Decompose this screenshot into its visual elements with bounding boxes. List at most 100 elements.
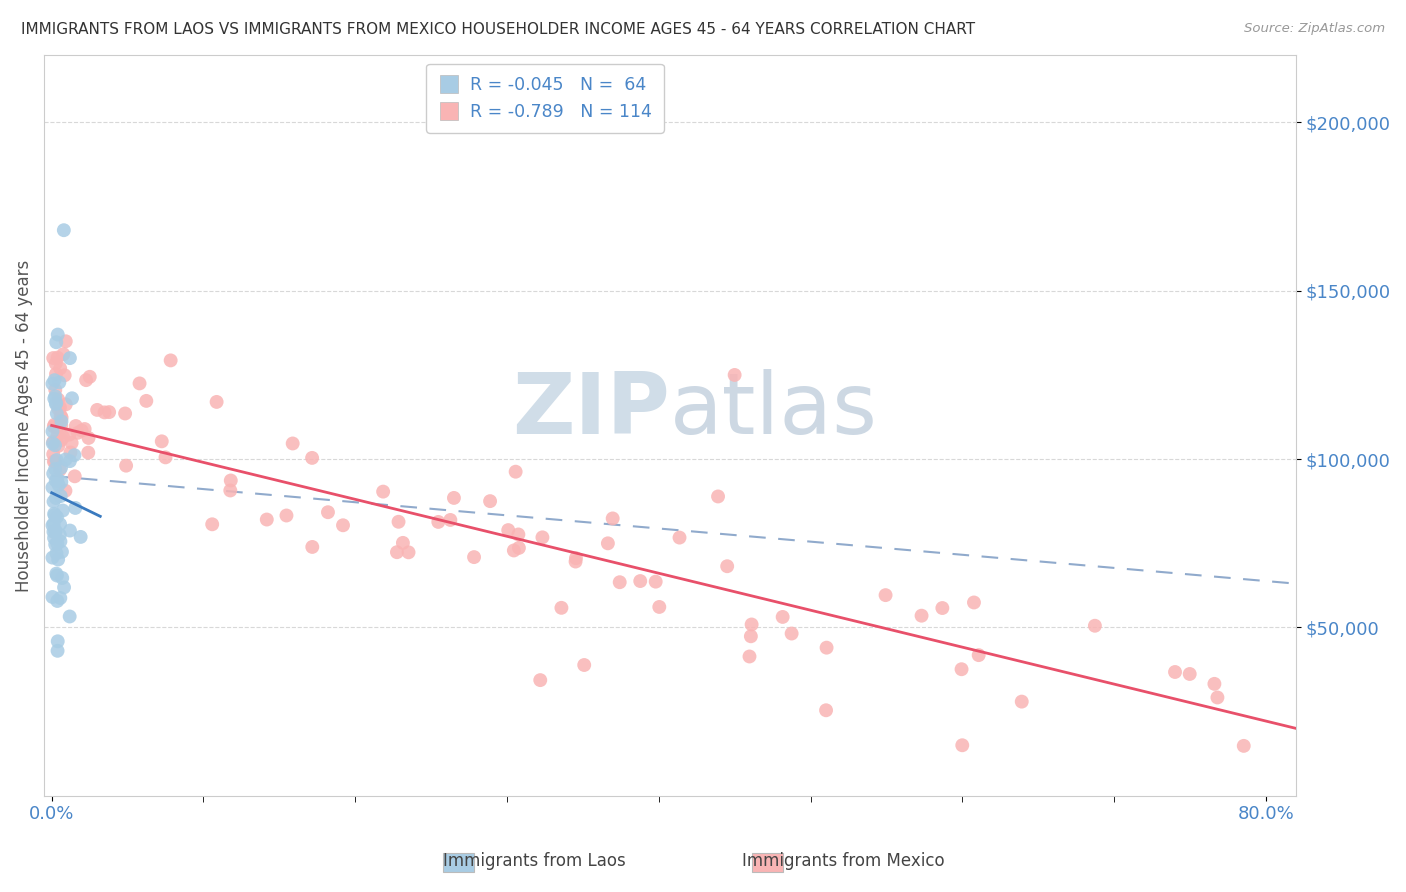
- Point: [276, 508, 298, 523]
- Point: [1178, 667, 1201, 681]
- Point: [815, 703, 838, 717]
- Point: [41, 425, 63, 439]
- Point: [201, 517, 224, 532]
- Point: [479, 494, 502, 508]
- Text: atlas: atlas: [671, 369, 879, 452]
- Point: [443, 491, 465, 505]
- Point: [59, 445, 82, 459]
- Point: [875, 588, 897, 602]
- Point: [45, 396, 67, 410]
- Point: [41, 550, 63, 565]
- Point: [385, 545, 408, 559]
- Point: [44, 389, 66, 403]
- Point: [41, 376, 63, 391]
- Point: [44, 508, 66, 523]
- Point: [42, 516, 65, 531]
- Point: [73, 422, 96, 436]
- Point: [574, 658, 596, 673]
- Point: [49, 591, 72, 605]
- Point: [42, 467, 65, 481]
- Point: [1204, 677, 1226, 691]
- Point: [98, 405, 121, 419]
- Point: [609, 575, 631, 590]
- Point: [42, 531, 65, 545]
- Point: [69, 530, 91, 544]
- Y-axis label: Householder Income Ages 45 - 64 years: Householder Income Ages 45 - 64 years: [15, 260, 32, 591]
- Point: [63, 448, 86, 462]
- Text: Immigrants from Laos: Immigrants from Laos: [443, 852, 626, 870]
- Point: [496, 523, 519, 537]
- Point: [159, 353, 181, 368]
- Point: [387, 515, 409, 529]
- Point: [42, 351, 65, 365]
- Point: [723, 368, 745, 382]
- Point: [46, 327, 69, 342]
- Text: Immigrants from Mexico: Immigrants from Mexico: [742, 852, 945, 870]
- Point: [49, 361, 72, 376]
- Point: [49, 534, 72, 549]
- Point: [531, 530, 554, 544]
- Point: [373, 484, 395, 499]
- Point: [780, 626, 803, 640]
- Point: [52, 503, 75, 517]
- Point: [740, 629, 762, 643]
- Point: [219, 474, 242, 488]
- Point: [59, 609, 82, 624]
- Point: [281, 436, 304, 450]
- Point: [668, 531, 690, 545]
- Point: [45, 367, 67, 381]
- Point: [950, 738, 973, 752]
- Point: [44, 507, 66, 521]
- Point: [508, 527, 530, 541]
- Point: [58, 427, 80, 442]
- Point: [46, 510, 69, 524]
- Point: [45, 420, 67, 434]
- Point: [49, 528, 72, 542]
- Point: [135, 393, 157, 408]
- Point: [772, 610, 794, 624]
- Point: [502, 543, 524, 558]
- Point: [52, 430, 75, 444]
- Point: [550, 600, 572, 615]
- Point: [205, 395, 228, 409]
- Point: [46, 429, 69, 443]
- Point: [66, 425, 89, 440]
- Point: [648, 599, 671, 614]
- Point: [219, 483, 242, 498]
- Point: [707, 490, 730, 504]
- Point: [53, 368, 76, 383]
- Point: [51, 410, 73, 425]
- Point: [427, 515, 450, 529]
- Point: [45, 335, 67, 350]
- Point: [910, 608, 932, 623]
- Point: [77, 445, 100, 459]
- Point: [51, 414, 73, 428]
- Point: [52, 223, 75, 237]
- Point: [86, 403, 108, 417]
- Point: [63, 469, 86, 483]
- Point: [565, 551, 588, 566]
- Point: [463, 550, 485, 565]
- Point: [1164, 665, 1187, 679]
- Point: [59, 351, 82, 365]
- Point: [75, 373, 97, 387]
- Point: [505, 465, 527, 479]
- Point: [46, 472, 69, 486]
- Point: [44, 524, 66, 539]
- Point: [48, 376, 70, 390]
- Point: [46, 392, 69, 407]
- Point: [155, 450, 177, 465]
- Point: [45, 566, 67, 581]
- Point: [49, 409, 72, 423]
- Point: [508, 541, 530, 555]
- Point: [950, 662, 973, 676]
- Point: [128, 376, 150, 391]
- Point: [1084, 619, 1107, 633]
- Point: [45, 453, 67, 467]
- Point: [45, 491, 67, 505]
- Point: [59, 454, 82, 468]
- Point: [42, 447, 65, 461]
- Point: [1206, 690, 1229, 705]
- Point: [738, 649, 761, 664]
- Point: [44, 417, 66, 432]
